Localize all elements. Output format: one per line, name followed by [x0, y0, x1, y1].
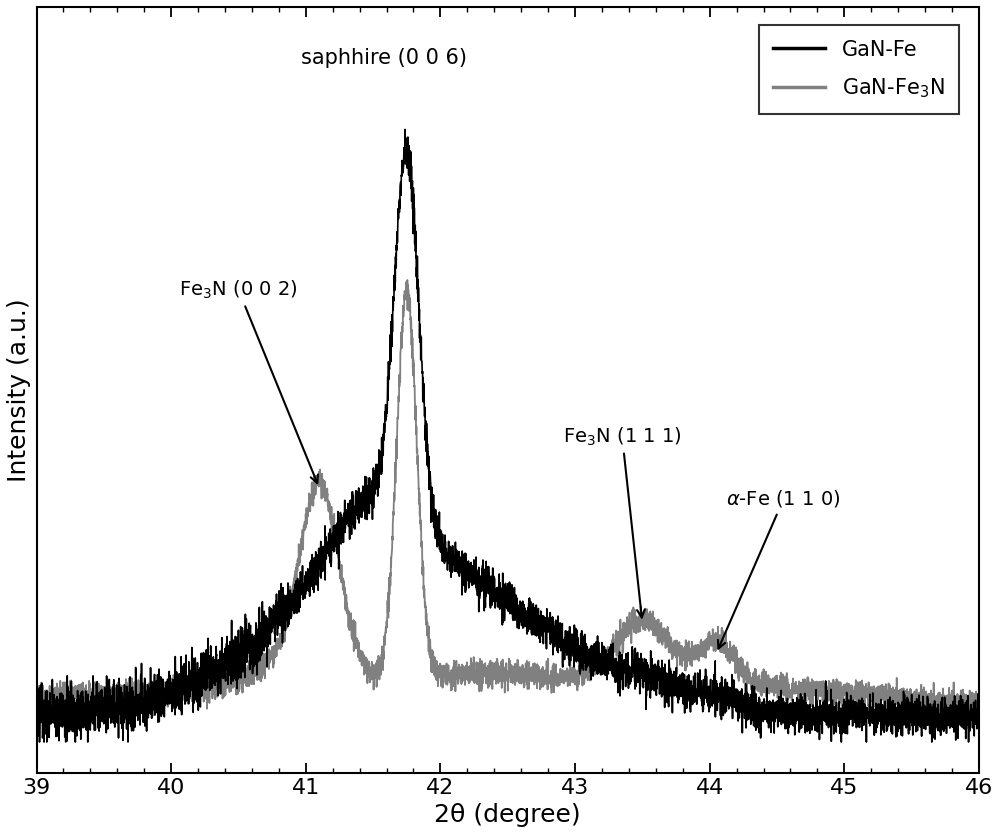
Legend: GaN-Fe, GaN-Fe$_3$N: GaN-Fe, GaN-Fe$_3$N [759, 25, 959, 114]
Text: Fe$_3$N (1 1 1): Fe$_3$N (1 1 1) [563, 425, 681, 617]
Text: saphhire (0 0 6): saphhire (0 0 6) [301, 48, 467, 68]
Text: $\alpha$-Fe (1 1 0): $\alpha$-Fe (1 1 0) [718, 488, 841, 649]
Text: Fe$_3$N (0 0 2): Fe$_3$N (0 0 2) [179, 279, 318, 483]
X-axis label: 2θ (degree): 2θ (degree) [434, 803, 581, 827]
Y-axis label: Intensity (a.u.): Intensity (a.u.) [7, 298, 31, 481]
